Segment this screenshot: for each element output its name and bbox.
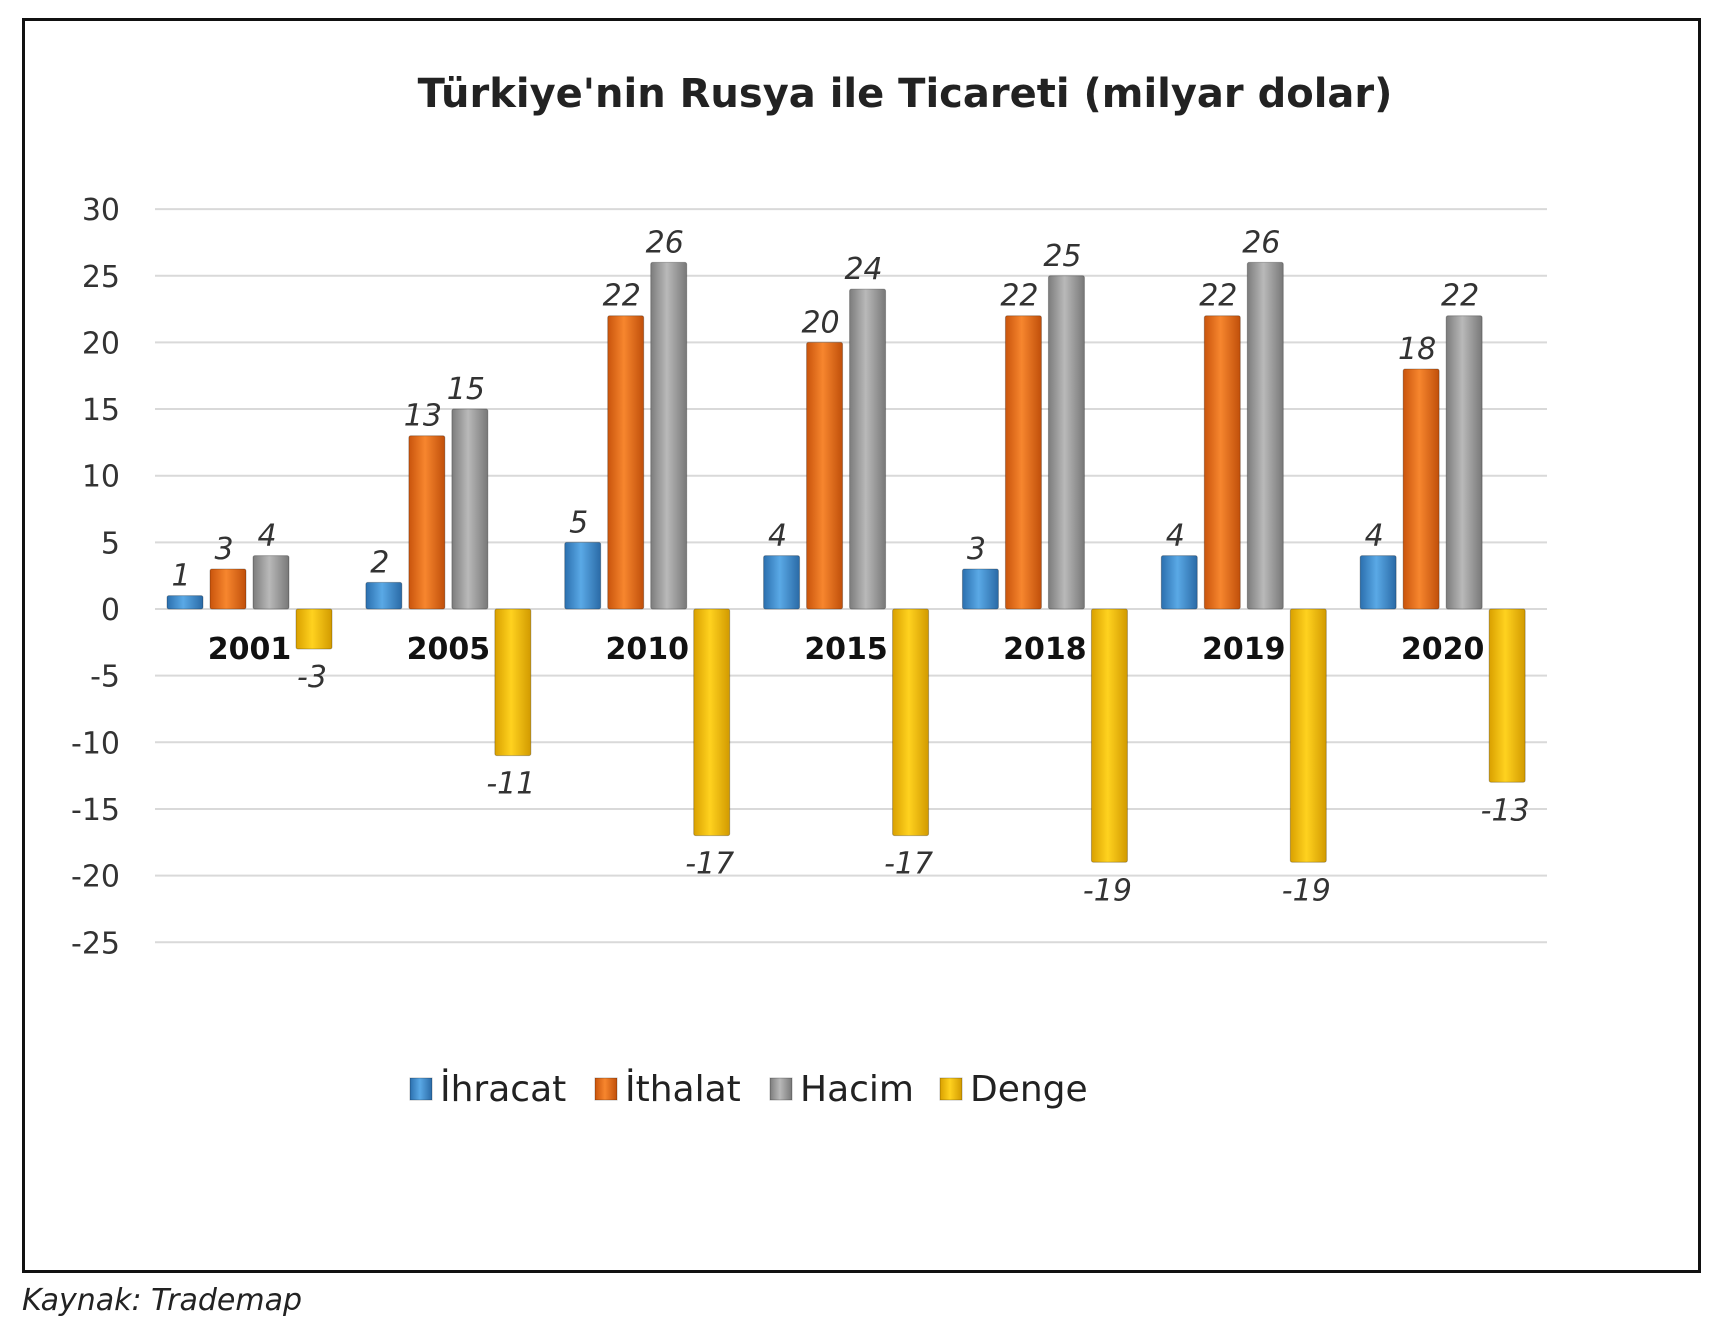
bar-ihracat-2001 bbox=[166, 595, 204, 610]
data-label: 25 bbox=[1043, 239, 1081, 274]
bar-ithalat-2018 bbox=[1004, 315, 1042, 610]
y-tick-label: 30 bbox=[82, 193, 120, 228]
data-label: 22 bbox=[1199, 279, 1237, 314]
data-label: -17 bbox=[685, 847, 734, 882]
data-label: 26 bbox=[646, 225, 684, 260]
bar-ihracat-2019 bbox=[1160, 555, 1198, 610]
y-tick-label: 20 bbox=[82, 326, 120, 361]
y-tick-label: -15 bbox=[71, 793, 120, 828]
bar-ihracat-2005 bbox=[365, 581, 403, 610]
y-tick-label: -10 bbox=[71, 726, 120, 761]
bar-ihracat-2020 bbox=[1359, 555, 1397, 610]
data-label: -3 bbox=[297, 660, 327, 695]
data-label: 4 bbox=[1365, 519, 1384, 554]
x-category-label: 2019 bbox=[1202, 632, 1286, 667]
data-label: 3 bbox=[214, 532, 233, 567]
data-label: 4 bbox=[768, 519, 787, 554]
x-axis-categories: 2001 2005 2010 2015 2018 2019 2020 bbox=[208, 632, 1485, 667]
data-label: -19 bbox=[1282, 873, 1331, 908]
x-category-label: 2005 bbox=[407, 632, 491, 667]
data-label: -11 bbox=[486, 767, 535, 802]
bar-chart: Türkiye'nin Rusya ile Ticareti (milyar d… bbox=[71, 71, 1547, 1110]
legend: İhracat İthalat Hacim Denge bbox=[409, 1068, 1088, 1110]
bar-ithalat-2015 bbox=[806, 341, 844, 610]
data-label: 5 bbox=[569, 505, 588, 540]
data-label: 22 bbox=[1000, 279, 1038, 314]
source-note: Kaynak: Trademap bbox=[22, 1283, 303, 1318]
bar-denge-2001 bbox=[295, 608, 333, 650]
chart-frame: Türkiye'nin Rusya ile Ticareti (milyar d… bbox=[22, 18, 1701, 1273]
legend-swatch bbox=[939, 1077, 963, 1101]
x-category-label: 2001 bbox=[208, 632, 292, 667]
data-labels: 13 4-321315-1152226-1742024-1732225-19422… bbox=[171, 225, 1529, 908]
data-label: 20 bbox=[801, 305, 839, 340]
bar-ithalat-2005 bbox=[408, 435, 446, 610]
y-tick-label: 10 bbox=[82, 460, 120, 495]
y-tick-label: 25 bbox=[82, 260, 120, 295]
bar-denge-2005 bbox=[494, 608, 532, 757]
x-category-label: 2020 bbox=[1401, 632, 1485, 667]
bar-hacim-2019 bbox=[1246, 261, 1284, 610]
data-label: 24 bbox=[844, 252, 882, 287]
y-tick-label: 15 bbox=[82, 393, 120, 428]
bar-denge-2019 bbox=[1289, 608, 1327, 863]
bar-hacim-2001 bbox=[252, 555, 290, 610]
legend-swatch bbox=[769, 1077, 793, 1101]
data-label: 2 bbox=[370, 545, 389, 580]
bar-hacim-2015 bbox=[849, 288, 887, 610]
data-label: -13 bbox=[1481, 793, 1530, 828]
legend-label: İthalat bbox=[625, 1068, 741, 1110]
data-label: -17 bbox=[884, 847, 933, 882]
bar-ihracat-2010 bbox=[564, 541, 602, 610]
data-label: 22 bbox=[603, 279, 641, 314]
data-label: 18 bbox=[1398, 332, 1436, 367]
bar-denge-2015 bbox=[892, 608, 930, 837]
data-label: 3 bbox=[967, 532, 986, 567]
data-label: 4 bbox=[1166, 519, 1185, 554]
bar-ithalat-2010 bbox=[607, 315, 645, 610]
y-tick-label: 0 bbox=[101, 593, 120, 628]
bar-hacim-2018 bbox=[1047, 275, 1085, 610]
x-category-label: 2018 bbox=[1003, 632, 1087, 667]
y-axis-ticks: 30 25 20 15 10 5 0 -5 -10 -15 -20 -25 bbox=[71, 193, 120, 961]
data-label: 22 bbox=[1441, 279, 1479, 314]
x-category-label: 2010 bbox=[605, 632, 689, 667]
bar-denge-2020 bbox=[1488, 608, 1526, 783]
y-tick-label: -5 bbox=[90, 660, 120, 695]
bar-hacim-2005 bbox=[451, 408, 489, 610]
bar-ithalat-2019 bbox=[1203, 315, 1241, 610]
y-tick-label: -25 bbox=[71, 926, 120, 961]
data-label: 15 bbox=[447, 372, 485, 407]
bar-ihracat-2015 bbox=[763, 555, 801, 610]
y-tick-label: -20 bbox=[71, 860, 120, 895]
legend-label: İhracat bbox=[440, 1068, 566, 1110]
bars bbox=[166, 261, 1526, 863]
bar-denge-2010 bbox=[693, 608, 731, 837]
legend-label: Hacim bbox=[800, 1069, 914, 1110]
data-label: 4 bbox=[257, 519, 276, 554]
chart-title: Türkiye'nin Rusya ile Ticareti (milyar d… bbox=[418, 71, 1393, 117]
legend-swatch bbox=[594, 1077, 618, 1101]
bar-ihracat-2018 bbox=[961, 568, 999, 610]
data-label: 13 bbox=[404, 399, 442, 434]
bar-denge-2018 bbox=[1090, 608, 1128, 863]
bar-hacim-2010 bbox=[650, 261, 688, 610]
legend-swatch bbox=[409, 1077, 433, 1101]
data-label: -19 bbox=[1083, 873, 1132, 908]
bar-hacim-2020 bbox=[1445, 315, 1483, 610]
bar-ithalat-2001 bbox=[209, 568, 247, 610]
y-tick-label: 5 bbox=[101, 526, 120, 561]
bar-ithalat-2020 bbox=[1402, 368, 1440, 610]
data-label: 1 bbox=[171, 559, 190, 594]
x-category-label: 2015 bbox=[804, 632, 888, 667]
data-label: 26 bbox=[1242, 225, 1280, 260]
legend-label: Denge bbox=[970, 1069, 1088, 1110]
